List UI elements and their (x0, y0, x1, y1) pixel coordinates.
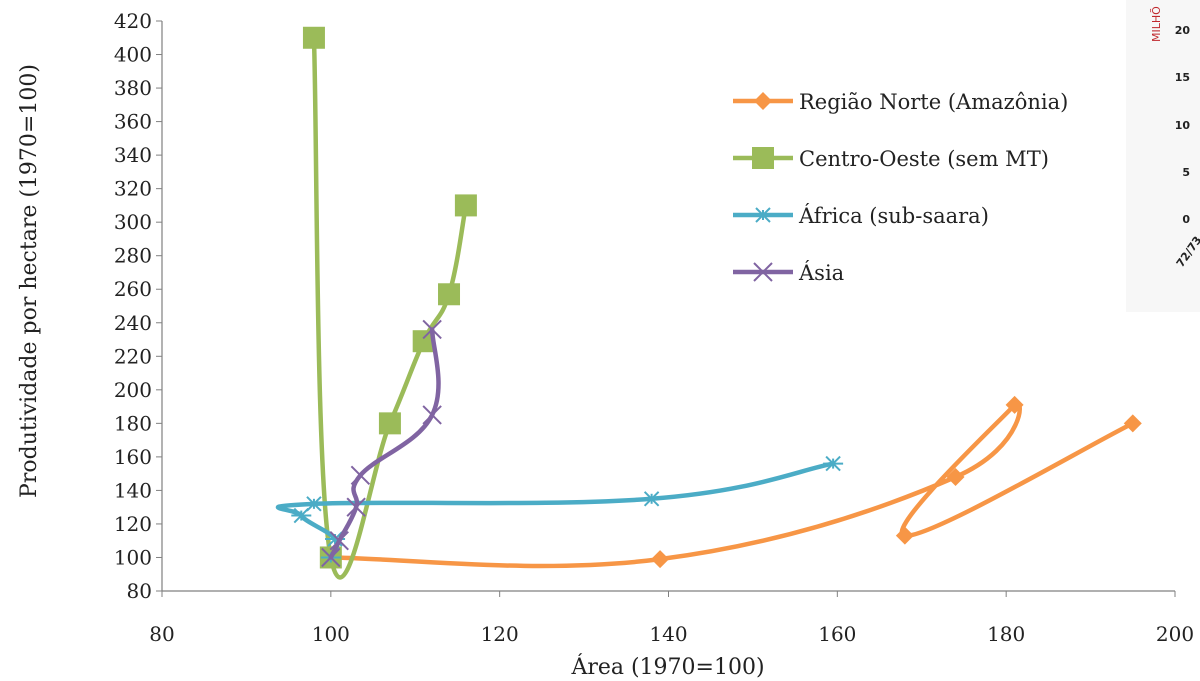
data-point (346, 497, 366, 517)
data-point (422, 405, 442, 425)
y-tick-label: 400 (114, 43, 152, 67)
data-point-stroke (422, 319, 442, 340)
inset-tick-label: 0 (1182, 213, 1190, 226)
data-point (641, 491, 662, 507)
data-point (321, 547, 341, 568)
inset-tick-label: 15 (1175, 71, 1190, 84)
data-point (1005, 395, 1024, 414)
data-point (422, 319, 442, 340)
series-line (328, 401, 1136, 569)
series-1 (302, 26, 477, 580)
legend-marker-stroke (753, 262, 773, 282)
data-point-stroke (329, 530, 349, 551)
data-point (412, 330, 435, 353)
y-tick-label: 320 (114, 177, 152, 201)
data-point (1123, 414, 1142, 433)
chart-axes: 8010012014016018020022024026028030032034… (114, 9, 1194, 646)
y-tick-label: 260 (114, 277, 152, 301)
y-tick-label: 340 (114, 143, 152, 167)
legend-label: Região Norte (Amazônia) (799, 90, 1068, 114)
inset-tick-label: 10 (1175, 119, 1191, 132)
legend-item: Centro-Oeste (sem MT) (733, 147, 1049, 171)
data-point-stroke (346, 497, 366, 517)
data-point-stroke (321, 547, 341, 568)
x-tick-label: 160 (818, 622, 856, 646)
series-0 (321, 395, 1142, 569)
data-point (895, 526, 914, 545)
data-point (454, 194, 477, 217)
legend-item: Ásia (733, 261, 844, 285)
y-tick-label: 160 (114, 445, 152, 469)
y-tick-label: 300 (114, 210, 152, 234)
y-tick-label: 80 (127, 579, 152, 603)
inset-ticks: 20 15 10 5 0 (1175, 24, 1191, 226)
inset-tick-label: 20 (1175, 24, 1191, 37)
y-tick-label: 180 (114, 411, 152, 435)
x-tick-label: 120 (481, 622, 519, 646)
y-tick-label: 100 (114, 545, 152, 569)
y-tick-label: 280 (114, 244, 152, 268)
data-point (651, 550, 670, 569)
legend-item: Região Norte (Amazônia) (733, 90, 1068, 114)
data-point (946, 468, 965, 486)
y-axis-title: Produtividade por hectare (1970=100) (17, 64, 42, 498)
x-tick-label: 100 (312, 622, 350, 646)
inset-tick-label: 5 (1182, 166, 1190, 179)
y-tick-label: 120 (114, 512, 152, 536)
chart-series-layer (275, 26, 1142, 580)
y-tick-label: 360 (114, 110, 152, 134)
y-tick-label: 140 (114, 478, 152, 502)
x-tick-label: 140 (649, 622, 687, 646)
legend-item: África (sub-saara) (733, 204, 989, 228)
data-point (823, 455, 844, 472)
x-tick-label: 180 (987, 622, 1025, 646)
x-tick-label: 80 (149, 622, 174, 646)
data-point (438, 283, 461, 306)
y-tick-label: 240 (114, 311, 152, 335)
legend-marker (754, 92, 772, 110)
legend-marker (753, 207, 773, 223)
legend-marker (753, 262, 773, 282)
data-point (329, 530, 349, 551)
y-tick-label: 220 (114, 344, 152, 368)
legend-label: Centro-Oeste (sem MT) (799, 147, 1049, 171)
inset-title: MILHÕ (1150, 6, 1163, 42)
y-tick-label: 200 (114, 378, 152, 402)
series-3 (321, 319, 442, 568)
series-line (311, 35, 469, 580)
data-point (303, 496, 324, 512)
data-point (350, 465, 371, 486)
data-point-stroke (422, 405, 442, 425)
data-point-stroke (350, 465, 371, 486)
x-axis-title: Área (1970=100) (570, 653, 764, 680)
x-tick-label: 200 (1156, 622, 1194, 646)
data-point (302, 26, 325, 49)
y-tick-label: 420 (114, 9, 152, 33)
legend-marker (752, 147, 774, 169)
legend-label: Ásia (798, 261, 844, 285)
inset-background (1126, 0, 1200, 312)
data-point (291, 507, 312, 524)
data-point (378, 412, 401, 435)
y-tick-label: 380 (114, 76, 152, 100)
legend-label: África (sub-saara) (798, 204, 989, 228)
chart-legend: Região Norte (Amazônia) Centro-Oeste (sem… (733, 90, 1068, 285)
